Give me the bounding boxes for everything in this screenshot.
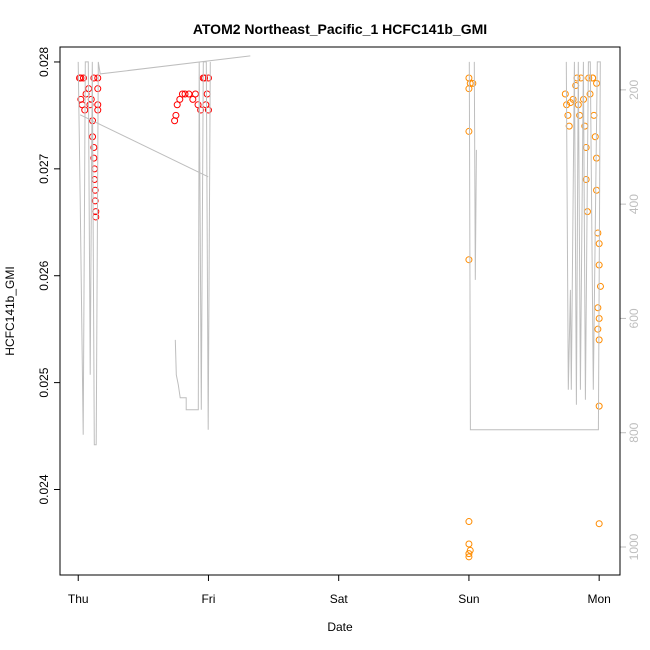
y-tick-label: 0.027: [37, 154, 51, 184]
y-axis-label: HCFC141b_GMI: [3, 266, 17, 355]
data-point: [191, 90, 199, 98]
x-tick-label: Sun: [458, 592, 479, 606]
data-point: [589, 74, 597, 82]
data-point: [591, 133, 599, 141]
x-axis-label: Date: [327, 620, 353, 634]
data-point: [172, 111, 180, 119]
y2-tick-label: 1000: [627, 533, 641, 560]
data-point: [586, 90, 594, 98]
data-point: [564, 111, 572, 119]
data-point: [466, 546, 474, 554]
y-tick-label: 0.024: [37, 474, 51, 504]
data-point: [465, 256, 473, 264]
chart-title: ATOM2 Northeast_Pacific_1 HCFC141b_GMI: [193, 21, 487, 37]
data-point: [90, 74, 98, 82]
y-tick-label: 0.028: [37, 47, 51, 77]
y-tick-label: 0.025: [37, 367, 51, 397]
data-point: [465, 540, 473, 548]
data-point: [90, 143, 98, 151]
data-point: [91, 197, 99, 205]
y2-tick-label: 800: [627, 422, 641, 442]
data-point: [77, 74, 85, 82]
y-tick-label: 0.026: [37, 260, 51, 290]
data-point: [596, 282, 604, 290]
data-point: [194, 101, 202, 109]
data-point: [79, 74, 87, 82]
data-point: [178, 90, 186, 98]
data-point: [181, 90, 189, 98]
y2-tick-label: 400: [627, 194, 641, 214]
data-point: [465, 127, 473, 135]
data-point: [91, 186, 99, 194]
data-point: [582, 143, 590, 151]
data-point: [197, 106, 205, 114]
data-point: [204, 106, 212, 114]
data-point: [465, 550, 473, 558]
data-point: [594, 325, 602, 333]
data-point: [595, 402, 603, 410]
x-tick-label: Fri: [201, 592, 215, 606]
x-tick-label: Thu: [68, 592, 89, 606]
data-point: [185, 90, 193, 98]
data-point: [561, 90, 569, 98]
data-point: [90, 154, 98, 162]
data-point: [582, 176, 590, 184]
y2-tick-label: 200: [627, 80, 641, 100]
data-point: [204, 74, 212, 82]
y2-tick-label: 600: [627, 308, 641, 328]
data-point: [465, 553, 473, 561]
data-point: [595, 520, 603, 528]
data-point: [594, 304, 602, 312]
plot-frame: [59, 46, 621, 576]
data-point: [465, 518, 473, 526]
x-tick-label: Mon: [587, 592, 610, 606]
data-point: [201, 74, 209, 82]
data-point: [173, 101, 181, 109]
data-point: [82, 90, 90, 98]
data-point: [176, 95, 184, 103]
pressure-line: [77, 55, 601, 446]
data-point: [569, 95, 577, 103]
x-tick-label: Sat: [330, 592, 349, 606]
data-point: [189, 95, 197, 103]
